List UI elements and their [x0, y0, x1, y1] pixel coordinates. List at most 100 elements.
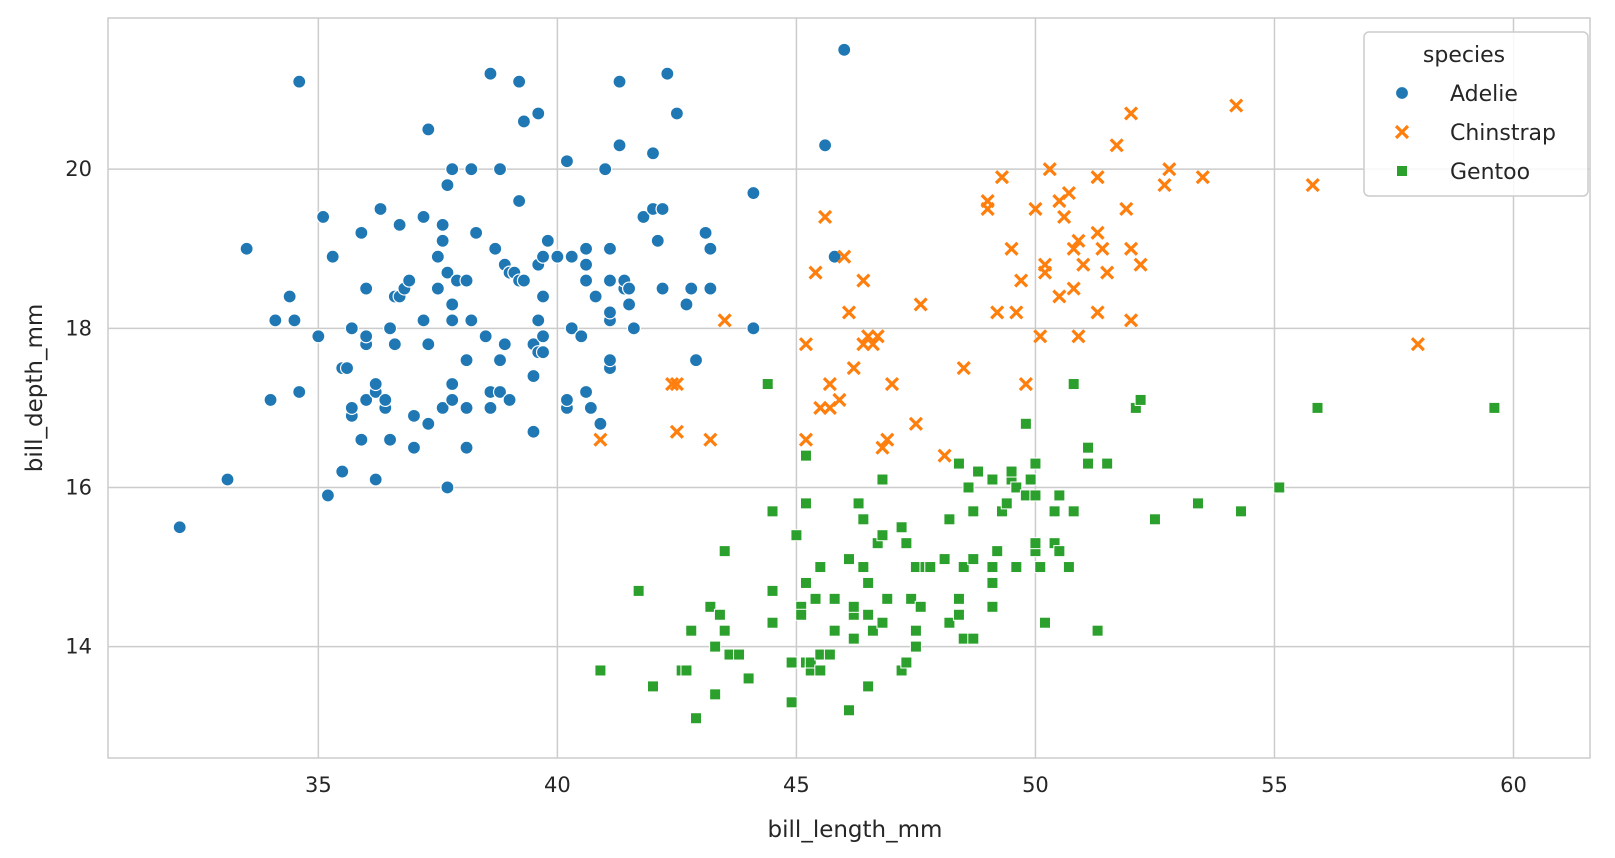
- data-point-adelie: [492, 353, 508, 368]
- x-axis-ticks: 35 40 45 50 55 60: [305, 773, 1527, 797]
- data-point-chinstrap: [994, 170, 1010, 185]
- data-point-adelie: [645, 146, 661, 161]
- data-point-chinstrap: [1066, 241, 1081, 256]
- data-point-adelie: [282, 289, 297, 304]
- data-point-gentoo: [1101, 457, 1114, 470]
- data-point-gentoo: [852, 497, 865, 510]
- data-point-adelie: [535, 329, 551, 344]
- data-point-adelie: [535, 249, 551, 264]
- data-point-adelie: [526, 424, 541, 439]
- data-point-gentoo: [1029, 457, 1042, 470]
- data-point-gentoo: [790, 529, 803, 542]
- data-point-gentoo: [804, 656, 817, 669]
- legend-marker-chinstrap: [1394, 124, 1410, 140]
- data-point-adelie: [621, 281, 637, 296]
- x-tick-label: 60: [1500, 773, 1527, 797]
- data-point-adelie: [378, 392, 393, 408]
- data-point-gentoo: [1082, 441, 1095, 454]
- y-tick-label: 18: [65, 316, 92, 340]
- data-point-adelie: [660, 66, 675, 81]
- legend-item-gentoo: Gentoo: [1396, 160, 1530, 185]
- data-point-adelie: [746, 185, 761, 201]
- data-point-gentoo: [952, 592, 965, 605]
- data-point-adelie: [478, 329, 493, 344]
- data-point-chinstrap: [990, 305, 1005, 320]
- data-point-adelie: [440, 265, 455, 280]
- data-point-adelie: [382, 321, 398, 336]
- data-point-gentoo: [785, 656, 798, 669]
- series-gentoo: [594, 378, 1501, 725]
- data-point-adelie: [373, 201, 388, 217]
- data-point-adelie: [679, 297, 694, 312]
- data-point-gentoo: [709, 688, 722, 701]
- data-point-gentoo: [914, 600, 927, 613]
- x-tick-label: 55: [1261, 773, 1288, 797]
- data-point-gentoo: [900, 537, 913, 550]
- data-point-gentoo: [900, 656, 913, 669]
- data-point-adelie: [440, 177, 455, 193]
- data-point-gentoo: [690, 712, 703, 725]
- data-point-gentoo: [766, 584, 779, 597]
- data-point-adelie: [688, 353, 704, 368]
- data-point-adelie: [239, 241, 254, 256]
- data-point-gentoo: [632, 584, 645, 597]
- data-point-adelie: [344, 400, 359, 415]
- data-point-adelie: [602, 353, 618, 368]
- data-point-adelie: [445, 297, 460, 312]
- x-axis-label: bill_length_mm: [768, 817, 943, 843]
- data-point-gentoo: [814, 664, 827, 677]
- data-point-chinstrap: [798, 432, 814, 447]
- data-point-chinstrap: [1123, 313, 1139, 328]
- data-point-adelie: [669, 106, 684, 121]
- data-point-gentoo: [895, 521, 908, 534]
- data-point-gentoo: [862, 608, 875, 621]
- data-point-adelie: [703, 241, 718, 256]
- data-point-gentoo: [1082, 457, 1095, 470]
- data-point-gentoo: [1034, 561, 1047, 574]
- series-adelie: [172, 42, 852, 535]
- data-point-gentoo: [862, 680, 875, 693]
- legend-label-gentoo: Gentoo: [1450, 160, 1530, 185]
- data-point-chinstrap: [1123, 106, 1139, 121]
- data-point-chinstrap: [884, 376, 900, 392]
- data-point-gentoo: [943, 616, 956, 629]
- data-point-gentoo: [766, 505, 779, 518]
- data-point-chinstrap: [846, 361, 861, 376]
- data-point-chinstrap: [875, 440, 890, 455]
- data-point-adelie: [612, 138, 627, 153]
- data-point-chinstrap: [908, 416, 923, 431]
- data-point-gentoo: [847, 600, 860, 613]
- data-point-chinstrap: [980, 193, 995, 209]
- y-axis-label: bill_depth_mm: [22, 304, 48, 473]
- legend-label-chinstrap: Chinstrap: [1450, 121, 1556, 146]
- data-point-gentoo: [761, 378, 774, 391]
- data-point-gentoo: [905, 592, 918, 605]
- data-point-chinstrap: [1066, 281, 1081, 296]
- data-point-adelie: [435, 233, 450, 248]
- data-point-chinstrap: [1090, 305, 1105, 320]
- data-point-adelie: [402, 273, 417, 288]
- data-point-gentoo: [1067, 378, 1080, 391]
- data-point-gentoo: [924, 561, 937, 574]
- data-point-adelie: [359, 329, 374, 344]
- data-point-adelie: [578, 273, 594, 288]
- data-point-adelie: [502, 392, 517, 408]
- x-tick-label: 50: [1022, 773, 1049, 797]
- data-point-gentoo: [713, 608, 726, 621]
- data-point-chinstrap: [1076, 257, 1091, 272]
- data-point-gentoo: [766, 616, 779, 629]
- data-point-gentoo: [862, 576, 875, 589]
- data-point-adelie: [626, 321, 641, 336]
- data-point-gentoo: [1062, 561, 1075, 574]
- data-point-adelie: [492, 384, 508, 400]
- data-point-chinstrap: [1071, 233, 1086, 248]
- data-point-gentoo: [709, 640, 722, 653]
- data-point-gentoo: [857, 513, 870, 526]
- data-point-gentoo: [680, 664, 693, 677]
- data-point-adelie: [344, 321, 359, 336]
- data-point-gentoo: [1010, 561, 1023, 574]
- data-point-chinstrap: [1100, 265, 1115, 280]
- data-point-gentoo: [795, 608, 808, 621]
- data-point-adelie: [339, 361, 355, 376]
- data-point-chinstrap: [832, 392, 847, 407]
